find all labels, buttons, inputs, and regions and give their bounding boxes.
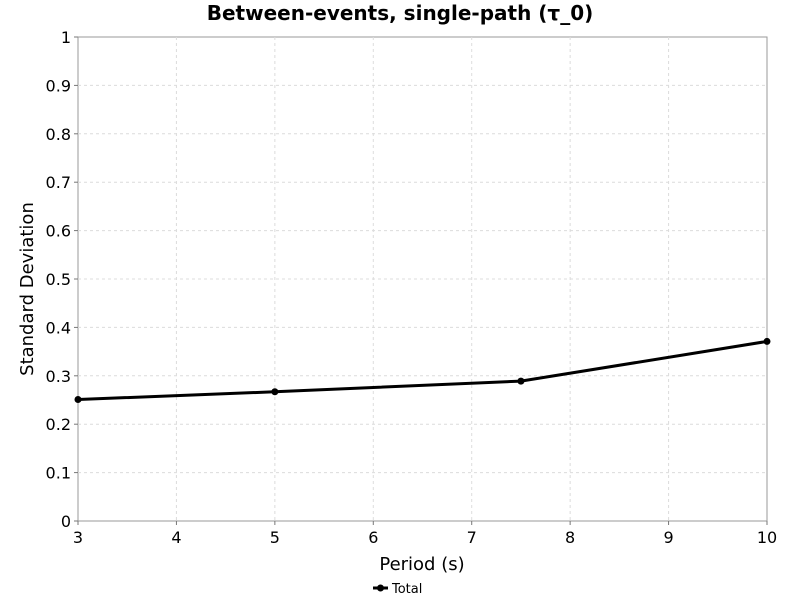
- data-point: [517, 377, 525, 385]
- x-axis-label: Period (s): [379, 554, 464, 575]
- x-tick-label: 5: [270, 528, 280, 547]
- y-tick-label: 0.5: [46, 270, 71, 289]
- chart-title: Between-events, single-path (τ_0): [207, 1, 594, 25]
- legend-label-total: Total: [391, 582, 422, 597]
- x-axis-ticks: 3 4 5 6 7 8 9 10: [73, 521, 777, 547]
- y-tick-label: 0.3: [46, 367, 71, 386]
- y-axis-label: Standard Deviation: [17, 202, 38, 376]
- y-tick-label: 0.4: [46, 318, 71, 337]
- x-tick-label: 3: [73, 528, 83, 547]
- legend-swatch-marker: [377, 584, 384, 592]
- data-point: [74, 396, 82, 404]
- x-tick-label: 9: [663, 528, 673, 547]
- data-point: [271, 388, 279, 396]
- y-tick-label: 0: [61, 512, 71, 531]
- x-tick-label: 8: [565, 528, 575, 547]
- y-tick-label: 0.8: [46, 125, 71, 144]
- grid-lines: [78, 37, 767, 521]
- y-tick-label: 0.1: [46, 464, 71, 483]
- y-axis-ticks: 0 0.1 0.2 0.3 0.4 0.5 0.6 0.7 0.8 0.9 1: [46, 28, 78, 531]
- y-tick-label: 0.2: [46, 415, 71, 434]
- data-point: [763, 337, 771, 345]
- series-layer: [74, 337, 771, 404]
- series-line-total: [77, 339, 768, 402]
- x-tick-label: 4: [171, 528, 181, 547]
- y-tick-label: 0.9: [46, 76, 71, 95]
- y-tick-label: 1: [61, 28, 71, 47]
- y-tick-label: 0.6: [46, 222, 71, 241]
- legend: Total: [373, 582, 422, 597]
- x-tick-label: 10: [757, 528, 777, 547]
- x-tick-label: 7: [467, 528, 477, 547]
- x-tick-label: 6: [368, 528, 378, 547]
- y-tick-label: 0.7: [46, 173, 71, 192]
